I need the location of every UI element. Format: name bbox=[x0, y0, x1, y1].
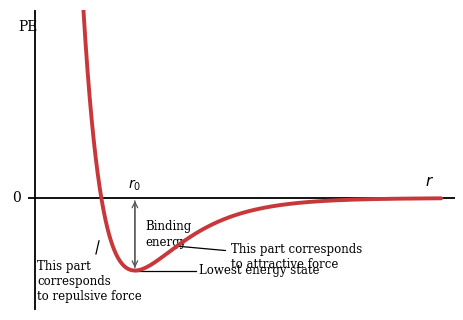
Text: This part corresponds
to attractive force: This part corresponds to attractive forc… bbox=[179, 243, 362, 271]
Text: 0: 0 bbox=[13, 191, 21, 205]
Text: $r_0$: $r_0$ bbox=[128, 178, 141, 193]
Text: This part
corresponds
to repulsive force: This part corresponds to repulsive force bbox=[37, 241, 142, 303]
Text: Lowest energy state: Lowest energy state bbox=[198, 264, 319, 277]
Text: $r$: $r$ bbox=[425, 175, 433, 189]
Text: Binding
energy: Binding energy bbox=[145, 220, 192, 249]
Text: PE: PE bbox=[19, 20, 38, 35]
